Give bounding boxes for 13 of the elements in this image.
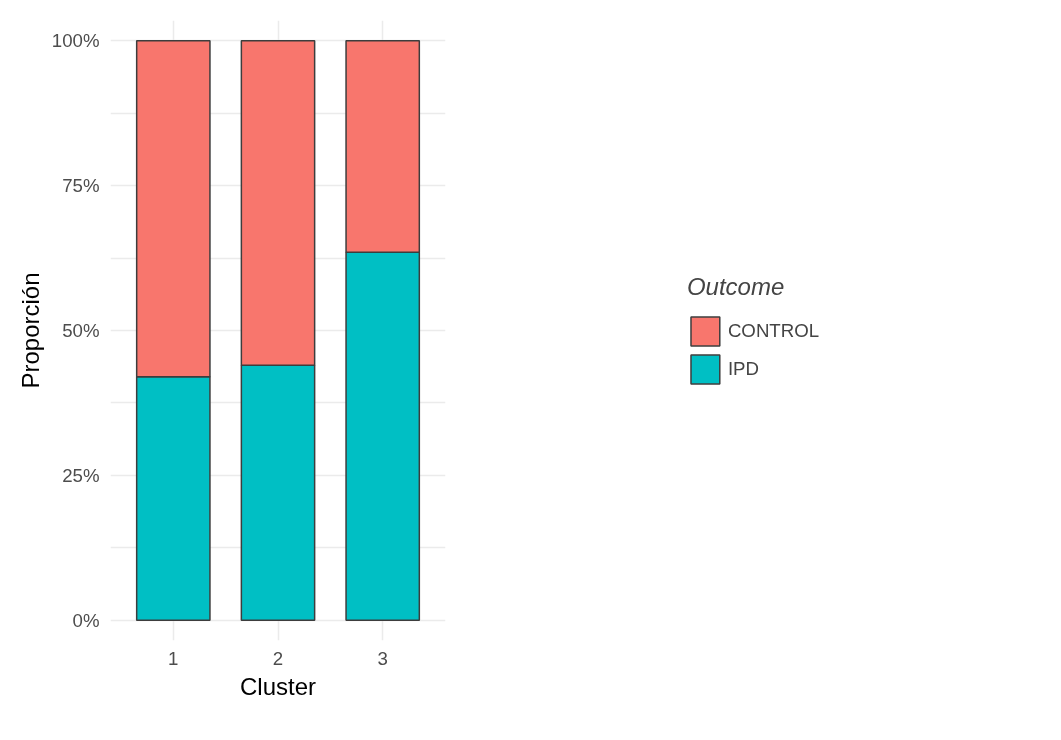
y-tick-label: 100%: [51, 30, 100, 52]
y-tick-label: 25%: [62, 464, 100, 486]
x-axis-title: Cluster: [239, 672, 317, 700]
legend-label: CONTROL: [727, 319, 820, 343]
x-tick-label: 3: [377, 647, 388, 669]
legend-label: IPD: [727, 357, 759, 381]
y-axis-title: Proporción: [16, 272, 44, 389]
y-tick-label: 50%: [62, 320, 100, 341]
x-tick-label: 2: [272, 647, 284, 669]
x-tick-label: 1: [168, 647, 179, 669]
y-tick-label: 75%: [62, 175, 100, 197]
y-tick-label: 0%: [72, 609, 100, 631]
legend-title: Outcome: [686, 273, 786, 301]
